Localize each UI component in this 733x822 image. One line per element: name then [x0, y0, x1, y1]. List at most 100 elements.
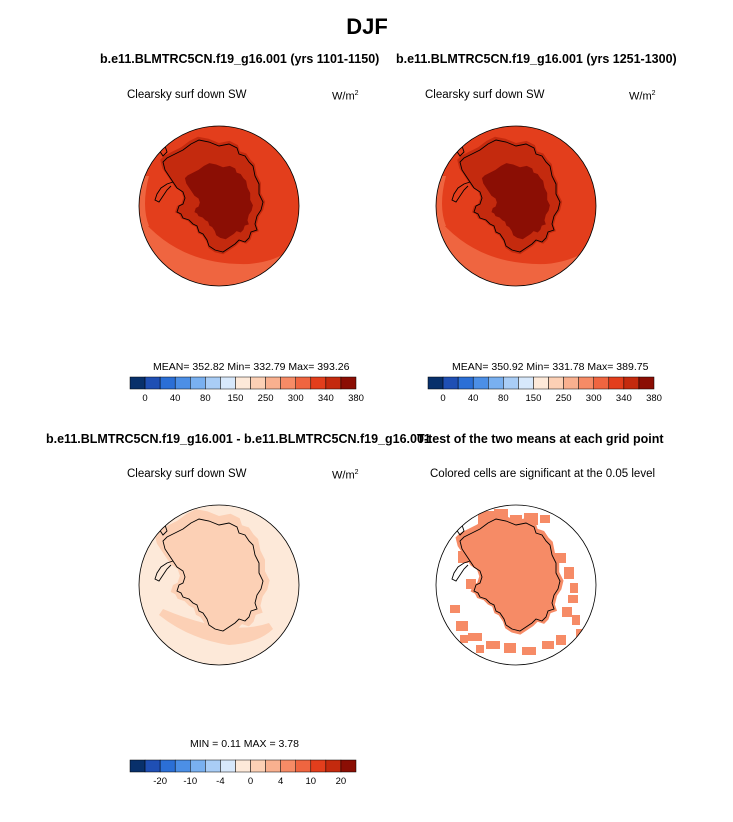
significant-cell	[460, 635, 468, 643]
bottom-left-title: b.e11.BLMTRC5CN.f19_g16.001 - b.e11.BLMT…	[46, 432, 431, 446]
colorbar-swatch	[129, 376, 146, 390]
colorbar-swatch	[340, 376, 357, 390]
colorbar-tick-label: 0	[142, 393, 148, 404]
significant-cell	[554, 553, 566, 563]
colorbar-swatch	[280, 376, 296, 390]
colorbar-tick-label: 150	[525, 393, 542, 404]
colorbar-swatch	[503, 376, 519, 390]
top-right-colorbar-ticks: 0 40 80 150 250 300 340 380	[428, 393, 662, 407]
map-boundary-circle	[138, 504, 300, 666]
coastline	[162, 139, 264, 253]
colorbar-swatch	[190, 759, 206, 773]
top-right-stats: MEAN= 350.92 Min= 331.78 Max= 389.75	[452, 361, 649, 373]
colorbar-swatch	[563, 376, 579, 390]
colorbar-swatch	[578, 376, 594, 390]
coastline	[162, 518, 264, 632]
colorbar-tick-label: 380	[646, 393, 662, 404]
colorbar-swatch	[533, 376, 549, 390]
top-left-variable-label: Clearsky surf down SW	[127, 89, 247, 101]
significant-cell	[468, 633, 482, 641]
top-right-map	[435, 125, 597, 287]
colorbar-swatch	[250, 759, 266, 773]
bottom-right-variable-label: Colored cells are significant at the 0.0…	[430, 468, 656, 480]
top-left-title: b.e11.BLMTRC5CN.f19_g16.001 (yrs 1101-11…	[100, 52, 380, 66]
colorbar-swatch	[159, 376, 176, 390]
colorbar-swatch	[159, 759, 176, 773]
bottom-left-stats: MIN = 0.11 MAX = 3.78	[190, 738, 299, 750]
map-boundary-circle	[138, 125, 300, 287]
colorbar-swatch	[488, 376, 504, 390]
colorbar-swatch	[295, 376, 312, 390]
colorbar-swatch	[205, 376, 221, 390]
colorbar-swatch	[340, 759, 357, 773]
map-boundary-circle	[435, 504, 597, 666]
colorbar-swatch	[235, 376, 251, 390]
colorbar-swatch	[280, 759, 296, 773]
significant-cell	[562, 607, 572, 617]
top-left-colorbar	[129, 376, 357, 390]
colorbar-swatch	[623, 376, 640, 390]
coastline	[459, 139, 561, 253]
ocean-low-west	[139, 176, 149, 226]
colorbar-tick-label: 4	[278, 776, 284, 787]
significant-cell	[476, 645, 484, 653]
colorbar-tick-label: 250	[555, 393, 572, 404]
colorbar-tick-label: 80	[498, 393, 509, 404]
top-right-units: W/m2	[629, 90, 656, 103]
colorbar-swatch	[442, 376, 459, 390]
peninsula-coastline	[451, 181, 471, 203]
colorbar-tick-label: 340	[615, 393, 632, 404]
bottom-left-map	[138, 504, 300, 666]
top-left-map	[138, 125, 300, 287]
significant-cell	[556, 635, 566, 645]
colorbar-tick-label: -20	[153, 776, 167, 787]
colorbar-swatch	[548, 376, 564, 390]
colorbar-tick-label: 300	[287, 393, 304, 404]
colorbar-swatch	[174, 376, 191, 390]
colorbar-swatch	[144, 376, 161, 390]
colorbar-tick-label: 380	[348, 393, 364, 404]
ocean-low-band	[436, 216, 596, 286]
top-right-variable-label: Clearsky surf down SW	[425, 89, 545, 101]
significant-cell	[456, 621, 468, 631]
colorbar-tick-label: 150	[227, 393, 244, 404]
colorbar-swatch	[205, 759, 221, 773]
bottom-left-colorbar-ticks: -20 -10 -4 0 4 10 20	[130, 776, 356, 790]
colorbar-swatch	[325, 759, 342, 773]
bottom-right-map	[435, 504, 597, 666]
colorbar-swatch	[250, 376, 266, 390]
ocean-diff-band	[159, 609, 273, 645]
bottom-left-variable-label: Clearsky surf down SW	[127, 468, 247, 480]
peninsula-coastline	[154, 181, 174, 203]
figure-title: DJF	[346, 14, 388, 39]
ocean-low-band	[139, 216, 299, 286]
colorbar-swatch	[190, 376, 206, 390]
colorbar-swatch	[325, 376, 342, 390]
significant-cell	[466, 579, 476, 589]
colorbar-tick-label: 20	[335, 776, 347, 787]
significant-cell	[458, 551, 468, 563]
significant-cell	[540, 515, 550, 523]
significant-cell	[494, 509, 508, 517]
colorbar-swatch	[295, 759, 312, 773]
colorbar-swatch	[593, 376, 610, 390]
bottom-left-units: W/m2	[332, 469, 359, 482]
colorbar-swatch	[608, 376, 625, 390]
colorbar-swatch	[310, 759, 327, 773]
top-right-colorbar	[427, 376, 655, 390]
significant-continent	[455, 513, 564, 635]
significant-cell	[524, 513, 538, 525]
significant-cell	[564, 567, 574, 579]
ocean-low-west	[436, 176, 446, 226]
colorbar-tick-label: 250	[257, 393, 274, 404]
colorbar-swatch	[220, 376, 236, 390]
colorbar-tick-label: 80	[200, 393, 211, 404]
coastline	[459, 518, 561, 632]
colorbar-swatch	[310, 376, 327, 390]
colorbar-swatch	[265, 759, 281, 773]
significant-cell	[468, 533, 482, 545]
peninsula-coastline	[451, 560, 471, 582]
significant-cell	[510, 515, 522, 525]
colorbar-tick-label: -10	[183, 776, 198, 787]
top-left-units: W/m2	[332, 90, 359, 103]
